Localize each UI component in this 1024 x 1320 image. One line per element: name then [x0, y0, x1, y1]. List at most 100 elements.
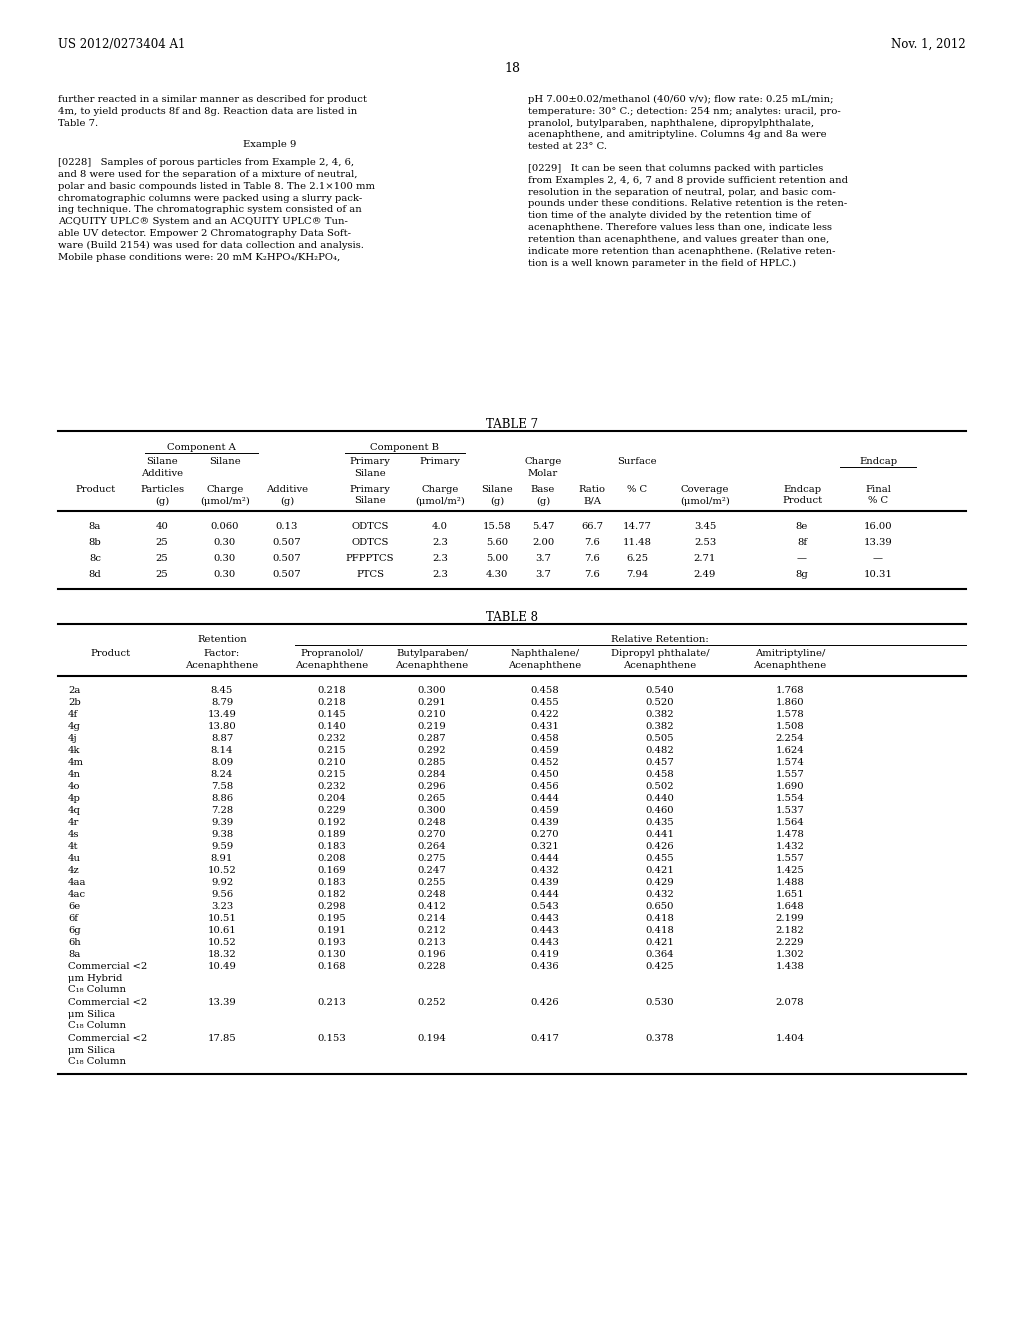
Text: 1.488: 1.488: [775, 878, 805, 887]
Text: 0.210: 0.210: [317, 758, 346, 767]
Text: 2.182: 2.182: [775, 925, 805, 935]
Text: 2.49: 2.49: [694, 570, 716, 579]
Text: 0.168: 0.168: [317, 962, 346, 970]
Text: Retention: Retention: [198, 635, 247, 644]
Text: 0.204: 0.204: [317, 793, 346, 803]
Text: 0.431: 0.431: [530, 722, 559, 731]
Text: 3.23: 3.23: [211, 902, 233, 911]
Text: 1.554: 1.554: [775, 793, 805, 803]
Text: 0.145: 0.145: [317, 710, 346, 719]
Text: 0.382: 0.382: [646, 722, 675, 731]
Text: 0.458: 0.458: [530, 686, 559, 694]
Text: 4n: 4n: [68, 770, 81, 779]
Text: 0.291: 0.291: [418, 698, 446, 706]
Text: 10.31: 10.31: [863, 570, 893, 579]
Text: 13.80: 13.80: [208, 722, 237, 731]
Text: (g): (g): [489, 496, 504, 506]
Text: (μmol/m²): (μmol/m²): [680, 496, 730, 506]
Text: 0.30: 0.30: [214, 539, 237, 548]
Text: 0.364: 0.364: [646, 950, 675, 958]
Text: Acenaphthene: Acenaphthene: [754, 661, 826, 671]
Text: 14.77: 14.77: [623, 523, 651, 531]
Text: 4.30: 4.30: [485, 570, 508, 579]
Text: polar and basic compounds listed in Table 8. The 2.1×100 mm: polar and basic compounds listed in Tabl…: [58, 182, 375, 191]
Text: 4k: 4k: [68, 746, 81, 755]
Text: Charge: Charge: [421, 484, 459, 494]
Text: 0.229: 0.229: [317, 805, 346, 814]
Text: further reacted in a similar manner as described for product: further reacted in a similar manner as d…: [58, 95, 367, 104]
Text: 0.543: 0.543: [530, 902, 559, 911]
Text: Relative Retention:: Relative Retention:: [611, 635, 709, 644]
Text: 8.87: 8.87: [211, 734, 233, 743]
Text: Product: Product: [90, 649, 130, 659]
Text: 1.624: 1.624: [775, 746, 805, 755]
Text: 0.505: 0.505: [646, 734, 675, 743]
Text: 13.39: 13.39: [208, 998, 237, 1007]
Text: 4u: 4u: [68, 854, 81, 863]
Text: TABLE 8: TABLE 8: [486, 611, 538, 624]
Text: 0.378: 0.378: [646, 1034, 675, 1043]
Text: 2a: 2a: [68, 686, 80, 694]
Text: (μmol/m²): (μmol/m²): [200, 496, 250, 506]
Text: PFPPTCS: PFPPTCS: [346, 554, 394, 564]
Text: 0.153: 0.153: [317, 1034, 346, 1043]
Text: 0.459: 0.459: [530, 805, 559, 814]
Text: 0.248: 0.248: [418, 890, 446, 899]
Text: 1.690: 1.690: [776, 781, 804, 791]
Text: 10.51: 10.51: [208, 913, 237, 923]
Text: 0.459: 0.459: [530, 746, 559, 755]
Text: 0.191: 0.191: [317, 925, 346, 935]
Text: Molar: Molar: [528, 469, 558, 478]
Text: 0.228: 0.228: [418, 962, 446, 970]
Text: Acenaphthene: Acenaphthene: [295, 661, 369, 671]
Text: 0.418: 0.418: [645, 913, 675, 923]
Text: 2.254: 2.254: [775, 734, 805, 743]
Text: 0.298: 0.298: [317, 902, 346, 911]
Text: 0.456: 0.456: [530, 781, 559, 791]
Text: 0.429: 0.429: [645, 878, 675, 887]
Text: 0.215: 0.215: [317, 746, 346, 755]
Text: 8.14: 8.14: [211, 746, 233, 755]
Text: 0.502: 0.502: [646, 781, 675, 791]
Text: 0.421: 0.421: [645, 937, 675, 946]
Text: μm Hybrid: μm Hybrid: [68, 974, 123, 982]
Text: 0.540: 0.540: [645, 686, 675, 694]
Text: and 8 were used for the separation of a mixture of neutral,: and 8 were used for the separation of a …: [58, 170, 357, 180]
Text: 0.460: 0.460: [646, 805, 675, 814]
Text: 1.478: 1.478: [775, 830, 805, 838]
Text: Primary: Primary: [349, 484, 390, 494]
Text: 0.455: 0.455: [645, 854, 675, 863]
Text: 1.860: 1.860: [776, 698, 804, 706]
Text: 11.48: 11.48: [623, 539, 651, 548]
Text: 2.078: 2.078: [776, 998, 804, 1007]
Text: Surface: Surface: [617, 457, 656, 466]
Text: 0.30: 0.30: [214, 570, 237, 579]
Text: 25: 25: [156, 570, 168, 579]
Text: US 2012/0273404 A1: US 2012/0273404 A1: [58, 38, 185, 51]
Text: 0.247: 0.247: [418, 866, 446, 875]
Text: 0.213: 0.213: [418, 937, 446, 946]
Text: Commercial <2: Commercial <2: [68, 998, 147, 1007]
Text: 0.296: 0.296: [418, 781, 446, 791]
Text: 0.196: 0.196: [418, 950, 446, 958]
Text: 0.530: 0.530: [646, 998, 675, 1007]
Text: 7.6: 7.6: [584, 570, 600, 579]
Text: 1.302: 1.302: [775, 950, 805, 958]
Text: 2.3: 2.3: [432, 554, 447, 564]
Text: Example 9: Example 9: [244, 140, 297, 149]
Text: 4g: 4g: [68, 722, 81, 731]
Text: Silane: Silane: [209, 457, 241, 466]
Text: [0228]   Samples of porous particles from Example 2, 4, 6,: [0228] Samples of porous particles from …: [58, 158, 354, 168]
Text: acenaphthene. Therefore values less than one, indicate less: acenaphthene. Therefore values less than…: [528, 223, 831, 232]
Text: 0.439: 0.439: [530, 878, 559, 887]
Text: Primary: Primary: [349, 457, 390, 466]
Text: 0.321: 0.321: [530, 842, 559, 851]
Text: 0.183: 0.183: [317, 842, 346, 851]
Text: 10.52: 10.52: [208, 937, 237, 946]
Text: 0.422: 0.422: [530, 710, 559, 719]
Text: 0.419: 0.419: [530, 950, 559, 958]
Text: 0.194: 0.194: [418, 1034, 446, 1043]
Text: Factor:: Factor:: [204, 649, 240, 659]
Text: 6g: 6g: [68, 925, 81, 935]
Text: C₁₈ Column: C₁₈ Column: [68, 1057, 126, 1067]
